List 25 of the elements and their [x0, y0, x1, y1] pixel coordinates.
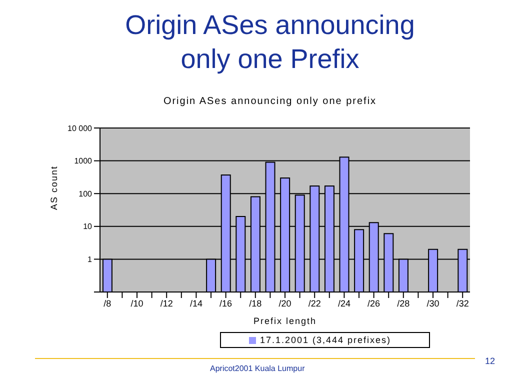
x-tick-label: /18 — [249, 298, 262, 308]
x-tick-label: /22 — [308, 298, 321, 308]
legend-label: 17.1.2001 (3,444 prefixes) — [260, 335, 392, 345]
x-tick-label: /16 — [220, 298, 232, 308]
x-tick-label: /10 — [130, 298, 144, 308]
y-tick-label: 100 — [78, 189, 93, 198]
x-axis-title: Prefix length — [253, 316, 317, 326]
x-tick-label: /20 — [278, 298, 292, 308]
y-tick-label: 1 — [88, 255, 93, 264]
x-tick-label: /12 — [160, 298, 173, 308]
x-tick-label: /14 — [190, 298, 202, 308]
x-tick-label: /8 — [104, 298, 112, 308]
y-tick-label: 1000 — [74, 156, 93, 166]
y-tick-label: 10 000 — [68, 124, 93, 133]
y-tick-label: 10 — [83, 222, 93, 232]
x-tick-label: /24 — [338, 298, 350, 308]
x-tick-label: /26 — [368, 298, 380, 308]
x-tick-label: /32 — [456, 298, 469, 308]
x-tick-label: /30 — [426, 298, 440, 308]
chart-title: Origin ASes announcing only one Prefix — [124, 9, 416, 76]
y-axis-title: AS count — [49, 165, 60, 210]
text: Apricot2001 Kuala Lumpur — [210, 364, 305, 373]
text: 12 — [485, 356, 496, 366]
x-tick-label: /28 — [397, 298, 410, 308]
chart-subtitle: Origin ASes announcing only one prefix — [162, 96, 378, 107]
